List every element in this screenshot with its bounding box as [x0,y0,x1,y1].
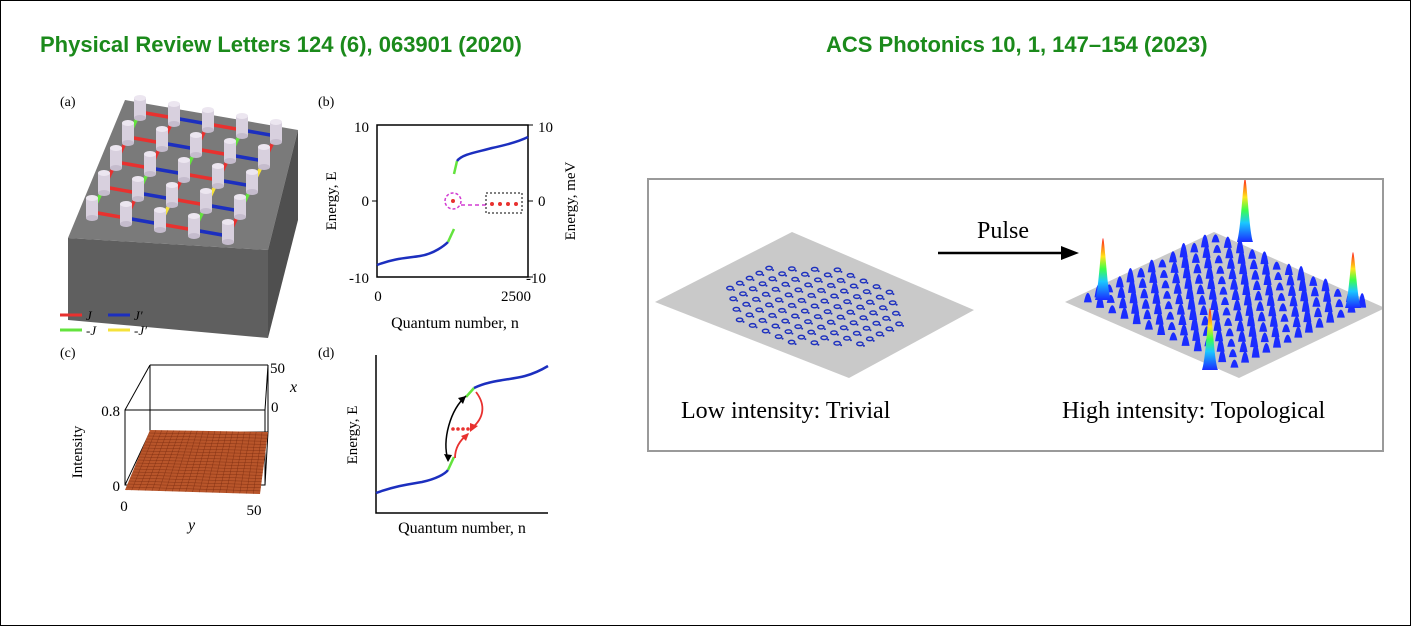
c-ztick-08: 0.8 [101,404,120,420]
c-xtick-50: 50 [270,361,285,377]
c-ylabel: y [186,517,196,534]
reference-right: ACS Photonics 10, 1, 147–154 (2023) [826,32,1208,57]
d-ylabel: Energy, E [345,406,361,465]
c-ytick-50: 50 [247,503,262,519]
panel-d-plot: Energy, E Quantum number, n [345,355,549,537]
caption-trivial: Low intensity: Trivial [681,398,891,424]
pulse-label: Pulse [977,218,1029,244]
legend-j: J [86,308,93,323]
d-xlabel: Quantum number, n [398,520,526,537]
c-ytick-0: 0 [120,499,128,515]
right-panel-box: Pulse Low intensity: Trivial High intens… [647,178,1385,452]
d-red-arrow-top [471,391,484,429]
b-zoom-points [490,202,518,206]
b-lower-band [376,241,449,267]
caption-topological: High intensity: Topological [1062,398,1326,424]
b-corner-point [451,199,455,203]
b-upper-edge [452,160,459,175]
c-ztick-0: 0 [113,479,121,495]
b-ylabel: Energy, E [324,172,340,231]
right-panel-figure: Pulse Low intensity: Trivial High intens… [655,178,1385,424]
reference-left: Physical Review Letters 124 (6), 063901 … [40,32,522,57]
d-upper-band [473,364,549,390]
b-xtick-2500: 2500 [501,289,531,305]
trivial-intensity-pattern [726,265,905,347]
panel-b-plot: 10 0 -10 10 0 -10 0 2500 Energy, E Energ… [324,120,579,332]
b-ytick-10: 10 [354,120,369,136]
b-corner-circle [444,192,462,210]
b-ytick-minus10: -10 [349,271,369,287]
trivial-plate [655,232,974,378]
legend-j-prime: J′ [134,308,143,323]
d-lower-band [375,469,449,495]
corner-peaks [1095,178,1361,370]
c-zlabel: Intensity [70,425,86,478]
b-xlabel: Quantum number, n [391,315,519,332]
d-upper-edge [465,387,475,398]
panel-a-label: (a) [60,95,76,110]
c-xtick-0: 0 [271,400,279,416]
panel-d-label: (d) [318,346,335,361]
panel-b-label: (b) [318,95,335,110]
b-ytick-right-minus10: -10 [526,271,546,287]
panel-c-label: (c) [60,346,76,361]
lattice-illustration [68,95,298,338]
c-xlabel: x [289,379,297,396]
b-ytick-right-10: 10 [538,120,553,136]
d-corner-points [451,427,470,431]
legend-minus-j: -J [86,323,97,338]
b-xtick-0: 0 [374,289,382,305]
panel-a-legend: J J′ -J -J′ [60,308,147,338]
b-zoom-box [485,192,523,214]
b-upper-band [455,135,529,162]
b-lower-edge [446,228,456,243]
b-ylabel-right: Energy, meV [563,161,579,240]
d-lower-edge [446,456,456,471]
left-figure: (a) J J′ -J -J′ (b) 10 0 -10 10 0 -10 0 … [60,95,579,537]
b-ytick-0: 0 [362,194,370,210]
b-ytick-right-0: 0 [538,194,546,210]
legend-minus-j-prime: -J′ [134,323,147,338]
c-intensity-surface [125,430,268,494]
